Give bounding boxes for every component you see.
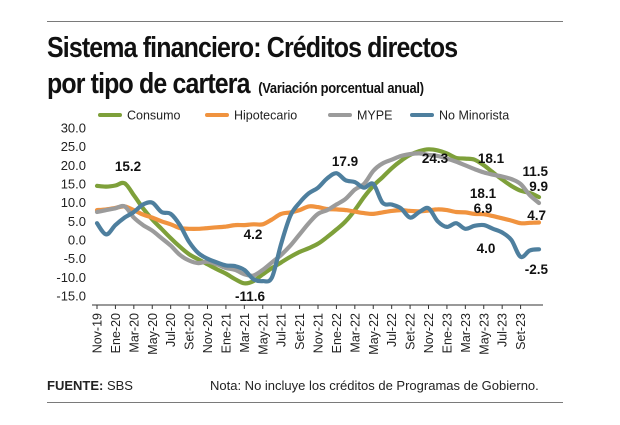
x-tick-label: Mar-23 [459,313,473,353]
data-label: 4.7 [527,208,546,223]
x-tick-label: Mar-20 [127,313,141,353]
series-line-mype [94,151,542,278]
y-tick-label: 25.0 [61,139,86,154]
data-label: 17.9 [332,154,358,169]
series-line-consumo [94,147,542,286]
x-tick-label: Jul-21 [275,313,289,347]
data-label: 4.0 [477,241,496,256]
title-line-1: Sistema financiero: Créditos directos [47,32,458,64]
data-label: 18.1 [470,186,497,201]
x-tick-label: Set-20 [183,313,197,350]
legend-label-mype: MYPE [357,109,392,123]
x-tick-label: Set-21 [293,313,307,350]
x-tick-label: May-21 [256,313,270,355]
y-tick-label: 5.0 [68,214,86,229]
x-tick-label: Ene-21 [219,313,233,353]
source-label: FUENTE: [47,378,104,393]
x-tick-label: Jul-22 [385,313,399,347]
data-label: 15.2 [115,159,141,174]
footnote: Nota: No incluye los créditos de Program… [210,378,539,393]
title-line-2: por tipo de cartera (Variación porcentual… [47,66,457,107]
chart-title: Sistema financiero: Créditos directos po… [47,30,458,107]
legend-label-consumo: Consumo [127,109,181,123]
y-tick-label: -5.0 [64,251,86,266]
x-axis: Nov-19 Ene-20 Mar-20 May-20 Jul-20 Set-20 Nov-… [91,304,543,355]
data-label: 6.9 [474,201,493,216]
legend: Consumo Hipotecario MYPE No Minorista [98,109,509,123]
y-axis: 30.0 25.0 20.0 15.0 10.0 5.0 0.0 -5.0 -10.0 -15.0 [56,121,86,304]
y-tick-label: 0.0 [68,233,86,248]
series-lines [94,147,542,286]
bottom-rule [47,402,563,403]
top-rule [47,21,563,22]
x-tick-label: Mar-21 [238,313,252,353]
x-tick-label: Ene-23 [440,313,454,353]
source-value: SBS [106,378,133,393]
x-tick-label: Ene-20 [109,313,123,353]
data-label: 9.9 [529,179,548,194]
x-tick-label: Nov-20 [201,313,215,353]
y-tick-label: 10.0 [61,195,86,210]
y-tick-label: -15.0 [56,289,86,304]
x-tick-label: Set-23 [514,313,528,350]
legend-label-hipotecario: Hipotecario [234,109,297,123]
data-label: 11.5 [522,164,548,179]
x-tick-label: May-22 [367,313,381,355]
x-tick-label: Jul-20 [164,313,178,347]
title-line-2-text: por tipo de cartera [47,68,250,100]
data-label: 4.2 [244,227,263,242]
legend-label-no-minorista: No Minorista [439,109,509,123]
x-tick-label: Ene-22 [330,313,344,353]
chart-subtitle: (Variación porcentual anual) [258,80,424,97]
source-note: FUENTE: SBS [47,378,133,393]
data-label: -2.5 [525,262,549,277]
x-tick-label: Nov-21 [312,313,326,353]
series-line-hipotecario [94,204,542,231]
x-tick-label: Set-22 [404,313,418,350]
y-tick-label: 30.0 [61,121,86,136]
x-tick-label: May-20 [146,313,160,355]
data-label: -11.6 [235,289,266,304]
data-label: 18.1 [478,151,505,166]
x-tick-label: Nov-19 [91,313,105,353]
y-tick-label: 20.0 [61,158,86,173]
y-tick-label: 15.0 [61,177,86,192]
x-tick-label: May-23 [477,313,491,355]
x-tick-label: Nov-22 [422,313,436,353]
data-labels: 15.2-11.64.217.9 24.3 18.118.16.94.011.59.… [115,151,549,304]
series-line-no-minorista [94,171,542,284]
x-tick-label: Mar-22 [348,313,362,353]
y-tick-label: -10.0 [56,270,86,285]
x-tick-label: Jul-23 [496,313,510,347]
data-label: 24.3 [422,151,449,166]
